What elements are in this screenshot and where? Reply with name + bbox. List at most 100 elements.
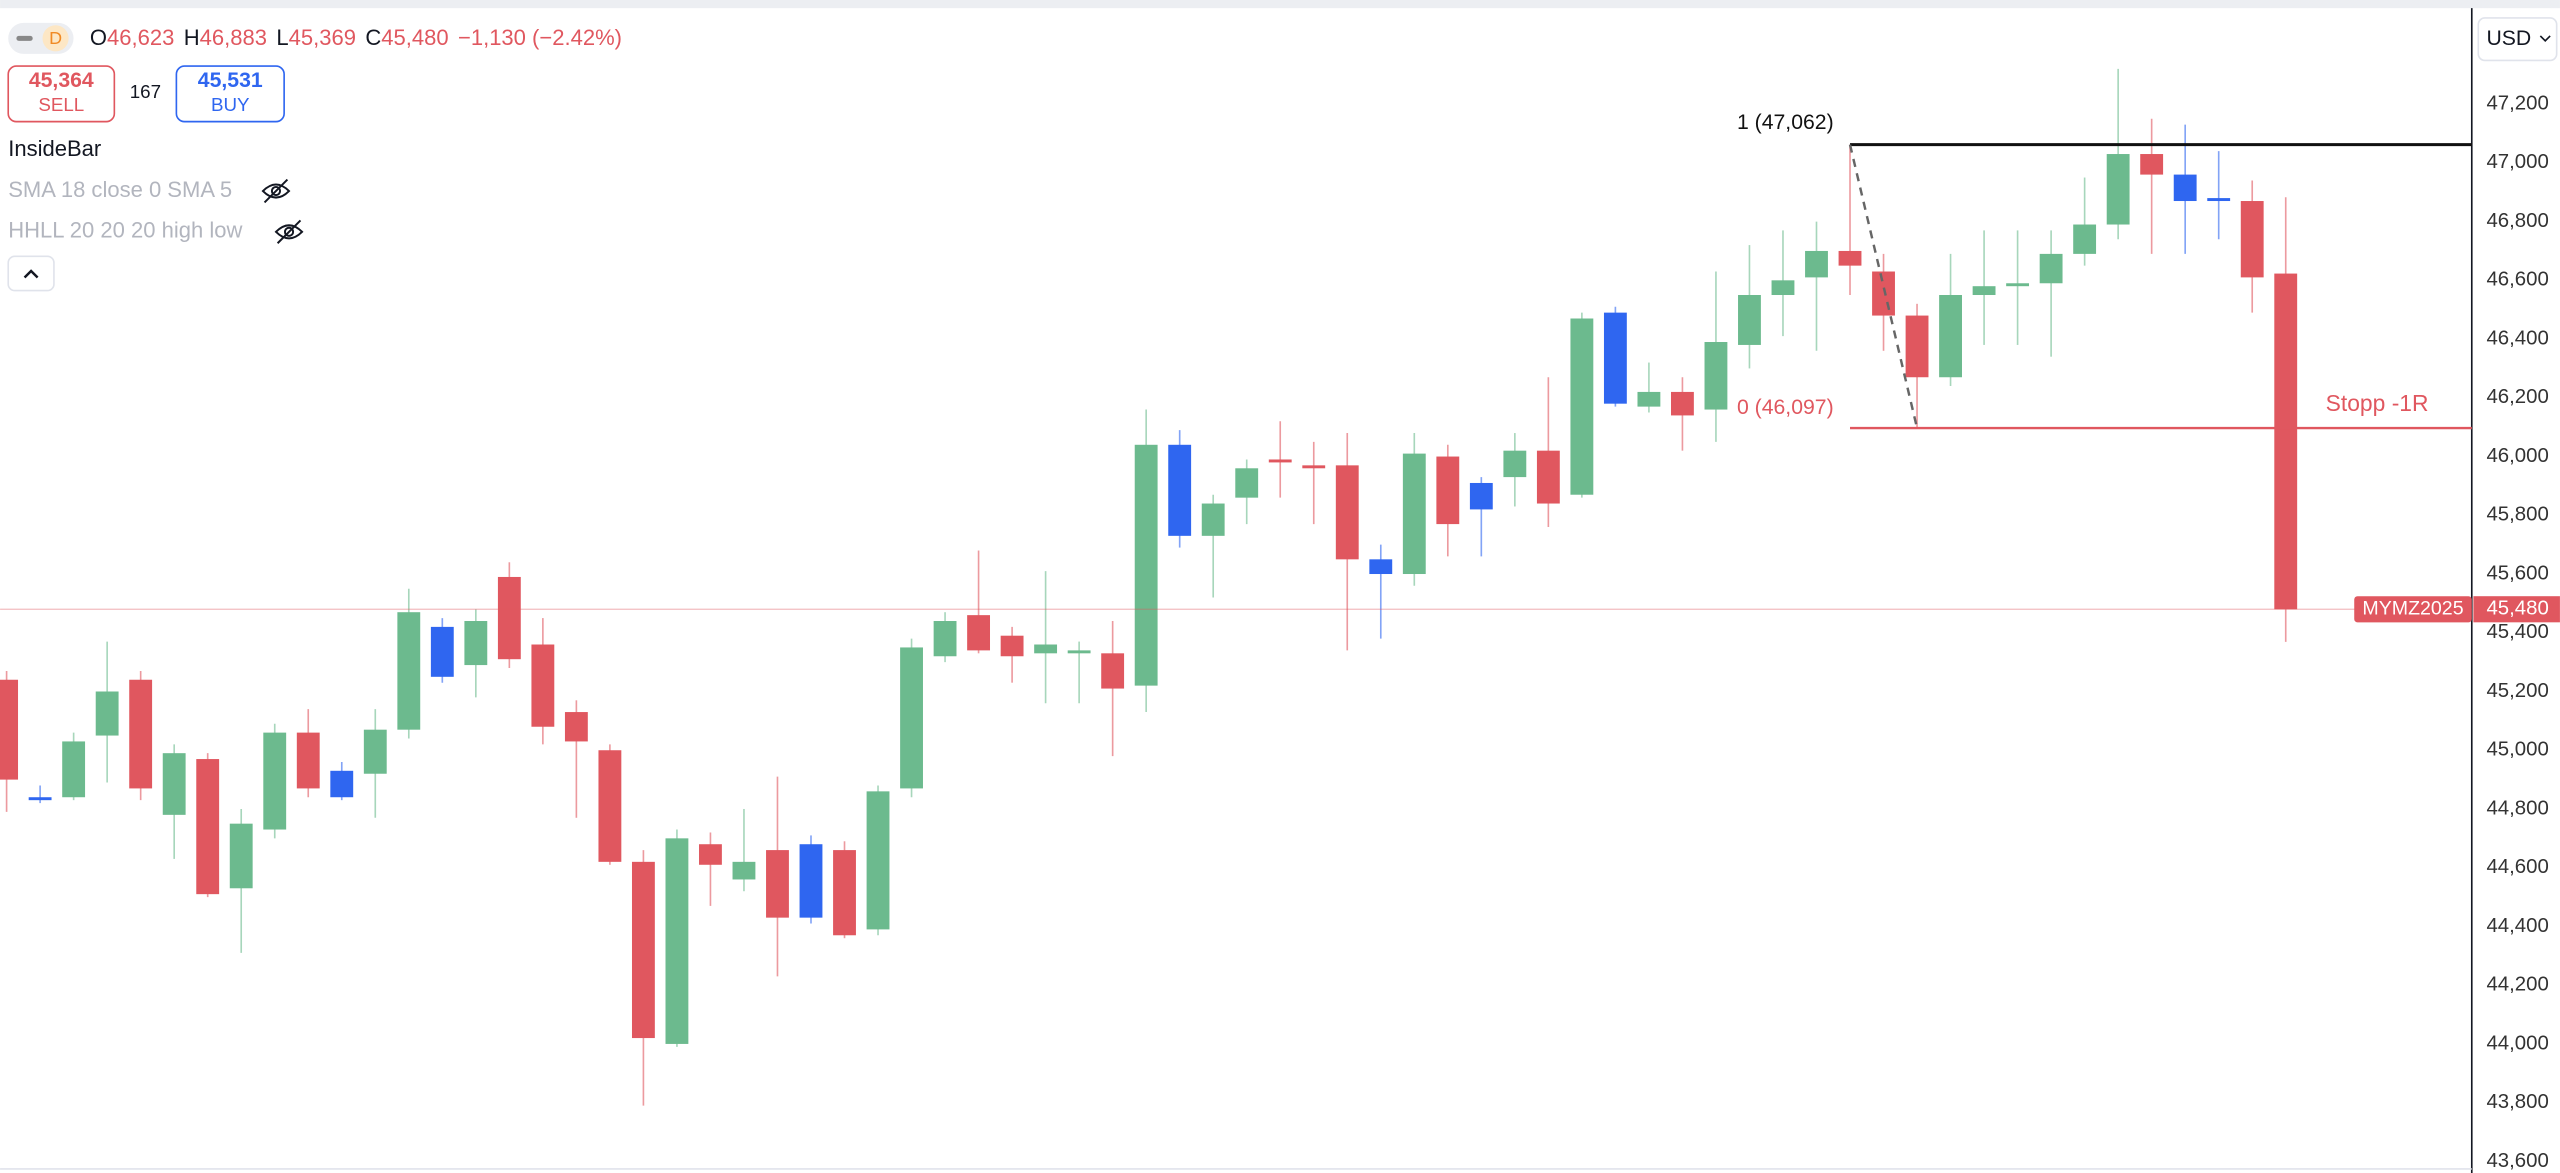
pill-icon [16, 35, 33, 41]
y-tick-label: 43,600 [2486, 1150, 2548, 1172]
y-tick-label: 47,000 [2486, 151, 2548, 173]
indicator[interactable]: SMA 18 close 0 SMA 5 [8, 177, 232, 202]
y-tick-label: 47,200 [2486, 92, 2548, 114]
candle-body [2140, 154, 2164, 175]
hidden-icon[interactable] [261, 178, 291, 204]
candle-body [900, 647, 923, 789]
y-tick-label: 45,400 [2486, 621, 2548, 643]
candle-body [631, 861, 655, 1039]
ohlc-value: 46,623 [107, 25, 174, 50]
candle-body [263, 732, 287, 830]
candle-body [564, 712, 588, 742]
y-tick-label: 44,200 [2486, 974, 2548, 996]
candle-body [1570, 318, 1594, 495]
candle-body [0, 679, 19, 780]
level-label: 0 (46,097) [1737, 396, 1834, 419]
candle-body [1939, 295, 1962, 378]
candle-body [1000, 635, 1024, 657]
ohlc-legend: O46,623 H46,883 L45,369 C45,480 −1,130 (… [90, 25, 622, 50]
candle-body [1235, 468, 1259, 498]
candle-body [1805, 250, 1828, 278]
currency-button[interactable] [2477, 17, 2558, 62]
y-tick-label: 45,800 [2486, 504, 2548, 526]
candle-body [833, 850, 856, 936]
ohlc-key: H [184, 25, 200, 50]
candle-body [363, 729, 387, 774]
candle-body [1402, 453, 1426, 575]
candle-body [62, 741, 86, 798]
candle-body [430, 626, 454, 677]
indicator[interactable]: HHLL 20 20 20 high low [8, 218, 242, 243]
candle-body [1503, 450, 1527, 478]
interval-badge [42, 25, 69, 52]
candle-body [2106, 154, 2130, 225]
candle-body [1838, 250, 1862, 266]
candle-body [497, 576, 521, 660]
candle-body [2173, 174, 2197, 202]
candle-body [933, 621, 957, 657]
y-tick-label: 43,800 [2486, 1091, 2548, 1113]
y-tick-label: 46,600 [2486, 269, 2548, 291]
currency: USD [2486, 27, 2531, 50]
candle-body [2240, 201, 2264, 278]
y-tick-label: 46,400 [2486, 327, 2548, 349]
sell-label: SELL [38, 94, 84, 115]
candle-body [967, 615, 991, 651]
candle-body [1872, 271, 1895, 316]
collapse-icon [23, 269, 39, 279]
candle-body [1302, 465, 1326, 469]
candle-body [2207, 198, 2231, 202]
candle-body [766, 850, 789, 918]
candle-body [1369, 559, 1393, 575]
candle-body [397, 612, 421, 730]
candle-body [464, 621, 488, 666]
candle-body [1168, 444, 1192, 536]
candle-body [2274, 273, 2298, 610]
y-tick-label: 44,800 [2486, 797, 2548, 819]
candle-body [1637, 391, 1661, 407]
candle-body [1034, 644, 1058, 654]
y-tick-label: 45,600 [2486, 562, 2548, 584]
candle-body [1603, 312, 1627, 404]
ohlc-value: 45,480 [381, 25, 448, 50]
collapse-button[interactable] [7, 255, 55, 292]
y-tick-label: 46,800 [2486, 210, 2548, 232]
interval: D [49, 28, 62, 48]
candle-body [799, 844, 823, 918]
candle-body [1134, 444, 1158, 686]
candle-body [1905, 315, 1929, 378]
indicator[interactable]: InsideBar [8, 136, 101, 161]
candle-body [531, 644, 555, 727]
candle-body [2039, 253, 2063, 284]
symbol-label: MYMZ2025 [2362, 597, 2463, 619]
candle-body [196, 759, 220, 895]
candle-body [1436, 456, 1460, 525]
candle-body [1972, 286, 1996, 296]
symbol-tag [2354, 596, 2472, 623]
hidden-icon[interactable] [274, 219, 304, 244]
chevron [2539, 35, 2551, 42]
candle-body [1536, 450, 1560, 504]
y-tick-label: 45,000 [2486, 739, 2548, 761]
ohlc-value: 46,883 [200, 25, 267, 50]
candle-body [1335, 465, 1359, 560]
candle-body [1704, 342, 1728, 410]
y-tick-label: 44,400 [2486, 915, 2548, 937]
sell-price: 45,364 [29, 69, 94, 92]
spread: 167 [130, 81, 161, 102]
candle-body [1771, 280, 1795, 296]
fib-connector [1848, 144, 1919, 429]
change: −1,130 (−2.42%) [458, 25, 622, 50]
candle-body [598, 750, 622, 862]
buy-button[interactable] [175, 65, 285, 123]
buy-price: 45,531 [198, 69, 263, 92]
y-tick-label: 44,000 [2486, 1032, 2548, 1054]
candle-body [665, 838, 689, 1044]
candle-body [162, 753, 186, 815]
candle-body [866, 791, 890, 930]
sell-button[interactable] [7, 65, 116, 123]
candle-body [1067, 650, 1091, 654]
candle-body [2006, 283, 2030, 287]
top-bar [0, 0, 2560, 9]
